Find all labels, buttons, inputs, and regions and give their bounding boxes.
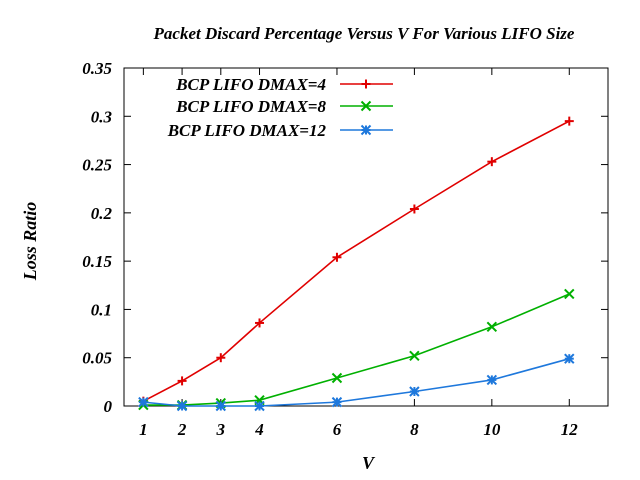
data-point: [177, 376, 187, 386]
data-point: [486, 321, 498, 333]
y-tick-label: 0.25: [82, 156, 112, 175]
legend: BCP LIFO DMAX=4 BCP LIFO DMAX=8 BCP LIFO D…: [167, 75, 393, 140]
data-point: [486, 374, 498, 386]
y-tick-label: 0.1: [91, 300, 112, 319]
y-axis-label: Loss Ratio: [20, 202, 40, 282]
legend-entry-1: BCP LIFO DMAX=4: [175, 75, 393, 94]
data-point: [409, 350, 420, 361]
plot-frame: [123, 67, 609, 407]
x-tick-label: 12: [561, 420, 579, 439]
data-point: [331, 372, 343, 384]
x-axis: 1 2 3 4 6 8 10 12: [139, 68, 578, 439]
series-2: [138, 288, 575, 411]
legend-marker: [360, 124, 372, 136]
chart-title: Packet Discard Percentage Versus V For V…: [153, 24, 575, 43]
legend-label: BCP LIFO DMAX=8: [175, 97, 326, 116]
legend-entry-2: BCP LIFO DMAX=8: [175, 97, 393, 116]
data-point: [254, 400, 265, 412]
data-point: [176, 400, 188, 412]
series-line: [143, 293, 570, 406]
y-tick-label: 0.35: [82, 59, 112, 78]
y-tick-label: 0.15: [82, 252, 112, 271]
data-point: [409, 204, 419, 214]
data-point: [255, 318, 265, 328]
data-point: [216, 353, 226, 363]
x-tick-label: 3: [216, 420, 226, 439]
data-point: [564, 116, 574, 126]
series-3: [138, 353, 575, 412]
data-point: [331, 396, 343, 408]
x-axis-label: V: [362, 453, 376, 473]
series-1: [138, 116, 574, 406]
legend-marker: [361, 79, 371, 89]
x-tick-label: 2: [177, 420, 187, 439]
data-point: [564, 353, 575, 364]
series-layer: [138, 116, 575, 412]
x-tick-label: 1: [139, 420, 148, 439]
data-point: [215, 400, 227, 412]
series-line: [142, 120, 570, 402]
plot-border: [123, 67, 609, 407]
data-point: [409, 386, 420, 397]
data-point: [487, 157, 497, 167]
data-point: [138, 396, 149, 408]
y-tick-label: 0.2: [91, 204, 113, 223]
y-axis: 0 0.05 0.1 0.15 0.2 0.25 0.3 0.35: [82, 59, 608, 416]
x-tick-label: 10: [483, 420, 501, 439]
y-tick-label: 0.3: [91, 107, 113, 126]
legend-marker: [360, 100, 372, 112]
series-line: [143, 357, 570, 407]
x-tick-label: 6: [333, 420, 342, 439]
x-tick-label: 4: [254, 420, 264, 439]
legend-label: BCP LIFO DMAX=12: [167, 121, 327, 140]
data-point: [332, 252, 342, 262]
legend-entry-3: BCP LIFO DMAX=12: [167, 121, 393, 140]
data-point: [564, 288, 575, 300]
y-tick-label: 0.05: [82, 349, 112, 368]
x-tick-label: 8: [410, 420, 419, 439]
y-tick-label: 0: [104, 397, 113, 416]
legend-label: BCP LIFO DMAX=4: [175, 75, 326, 94]
